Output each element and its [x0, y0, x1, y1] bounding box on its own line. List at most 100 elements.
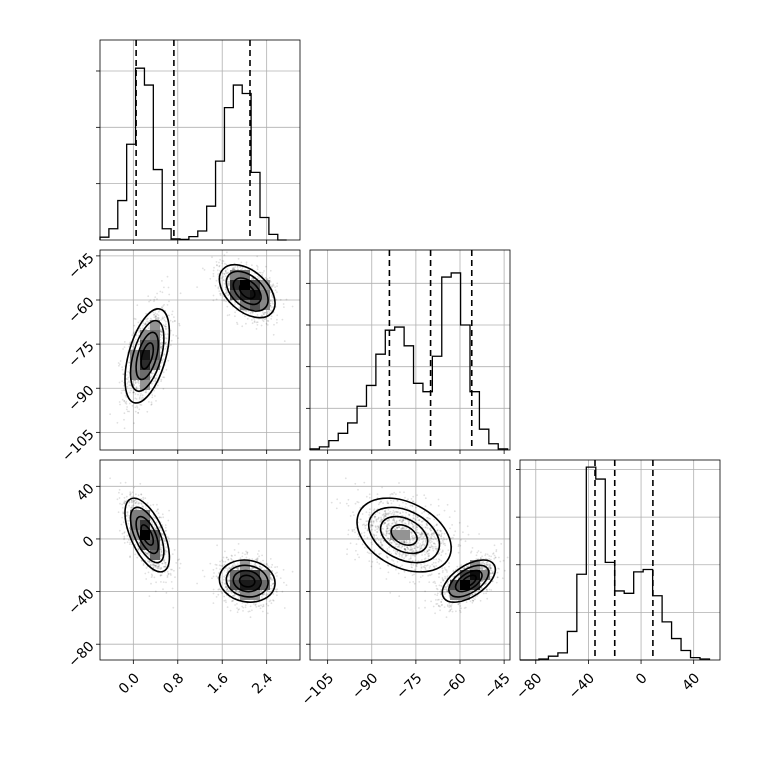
scatter-point — [123, 389, 126, 392]
scatter-point — [253, 603, 255, 605]
scatter-point — [212, 272, 215, 275]
scatter-point — [161, 280, 163, 282]
scatter-point — [138, 502, 141, 505]
scatter-point — [228, 280, 231, 283]
scatter-point — [118, 363, 121, 366]
scatter-point — [437, 560, 440, 563]
scatter-point — [117, 362, 120, 364]
scatter-point — [116, 421, 119, 424]
scatter-point — [271, 295, 274, 298]
scatter-point — [166, 333, 169, 335]
scatter-point — [282, 568, 285, 571]
scatter-point — [233, 268, 236, 271]
scatter-point — [232, 599, 235, 602]
scatter-point — [148, 561, 151, 564]
scatter-point — [233, 562, 235, 565]
scatter-point — [123, 532, 126, 534]
scatter-point — [236, 607, 239, 609]
scatter-point — [219, 293, 222, 295]
x-tick-label: −80 — [513, 670, 545, 702]
scatter-point — [137, 321, 140, 324]
scatter-point — [241, 555, 244, 558]
scatter-point — [144, 322, 147, 325]
scatter-point — [164, 565, 167, 568]
scatter-point — [271, 587, 274, 590]
scatter-point — [160, 319, 163, 321]
scatter-point — [212, 269, 215, 272]
scatter-point — [147, 552, 150, 555]
scatter-point — [440, 560, 443, 562]
scatter-point — [261, 273, 263, 276]
scatter-point — [412, 564, 415, 566]
scatter-point — [136, 381, 139, 383]
scatter-point — [274, 566, 276, 569]
scatter-point — [159, 290, 162, 293]
scatter-point — [137, 380, 140, 383]
scatter-point — [438, 513, 441, 516]
scatter-point — [256, 268, 259, 271]
scatter-point — [220, 277, 222, 280]
scatter-point — [159, 526, 162, 528]
scatter-point — [155, 521, 158, 524]
scatter-point — [131, 501, 134, 503]
scatter-point — [224, 293, 227, 295]
scatter-point — [211, 577, 213, 580]
scatter-point — [157, 512, 160, 515]
scatter-point — [148, 325, 151, 327]
scatter-point — [109, 477, 111, 480]
scatter-point — [133, 422, 135, 425]
scatter-point — [177, 337, 180, 339]
x-tick-label: 0.8 — [160, 670, 187, 697]
scatter-point — [246, 317, 249, 320]
scatter-point — [153, 516, 156, 519]
scatter-point — [160, 546, 163, 549]
scatter-point — [128, 514, 131, 517]
scatter-point — [152, 563, 154, 566]
x-tick-label: −40 — [566, 670, 598, 702]
scatter-point — [223, 575, 226, 578]
scatter-point — [228, 276, 231, 278]
scatter-point — [242, 606, 245, 609]
scatter-point — [361, 513, 364, 515]
scatter-point — [240, 261, 243, 264]
scatter-point — [152, 313, 155, 316]
scatter-point — [130, 501, 133, 504]
scatter-point — [217, 287, 220, 290]
density-contour — [232, 277, 262, 306]
scatter-point — [154, 527, 157, 530]
scatter-point — [215, 298, 218, 301]
scatter-point — [167, 536, 169, 538]
scatter-point — [244, 604, 247, 607]
scatter-point — [123, 400, 126, 402]
scatter-point — [152, 311, 155, 314]
scatter-point — [160, 330, 163, 333]
scatter-point — [253, 320, 256, 322]
scatter-point — [442, 537, 445, 539]
scatter-point — [283, 607, 286, 609]
scatter-point — [151, 382, 153, 385]
scatter-point — [166, 574, 169, 577]
axes-frame — [309, 249, 511, 451]
scatter-point — [150, 576, 153, 578]
density-cell — [140, 370, 150, 380]
scatter-point — [266, 324, 269, 326]
scatter-point — [165, 325, 167, 328]
scatter-point — [270, 318, 273, 320]
histogram-step-line — [309, 272, 509, 450]
scatter-point — [125, 408, 128, 411]
scatter-point — [138, 397, 141, 400]
scatter-point — [130, 496, 133, 498]
scatter-point — [128, 504, 131, 507]
scatter-point — [152, 563, 155, 565]
scatter-point — [147, 317, 149, 320]
scatter-point — [133, 391, 135, 394]
scatter-point — [156, 313, 159, 316]
density-cell — [150, 320, 160, 330]
scatter-point — [119, 360, 122, 362]
scatter-point — [148, 327, 151, 329]
scatter-point — [377, 539, 380, 541]
scatter-point — [151, 372, 154, 375]
scatter-point — [396, 499, 399, 502]
scatter-point — [142, 397, 145, 400]
scatter-point — [129, 391, 132, 394]
